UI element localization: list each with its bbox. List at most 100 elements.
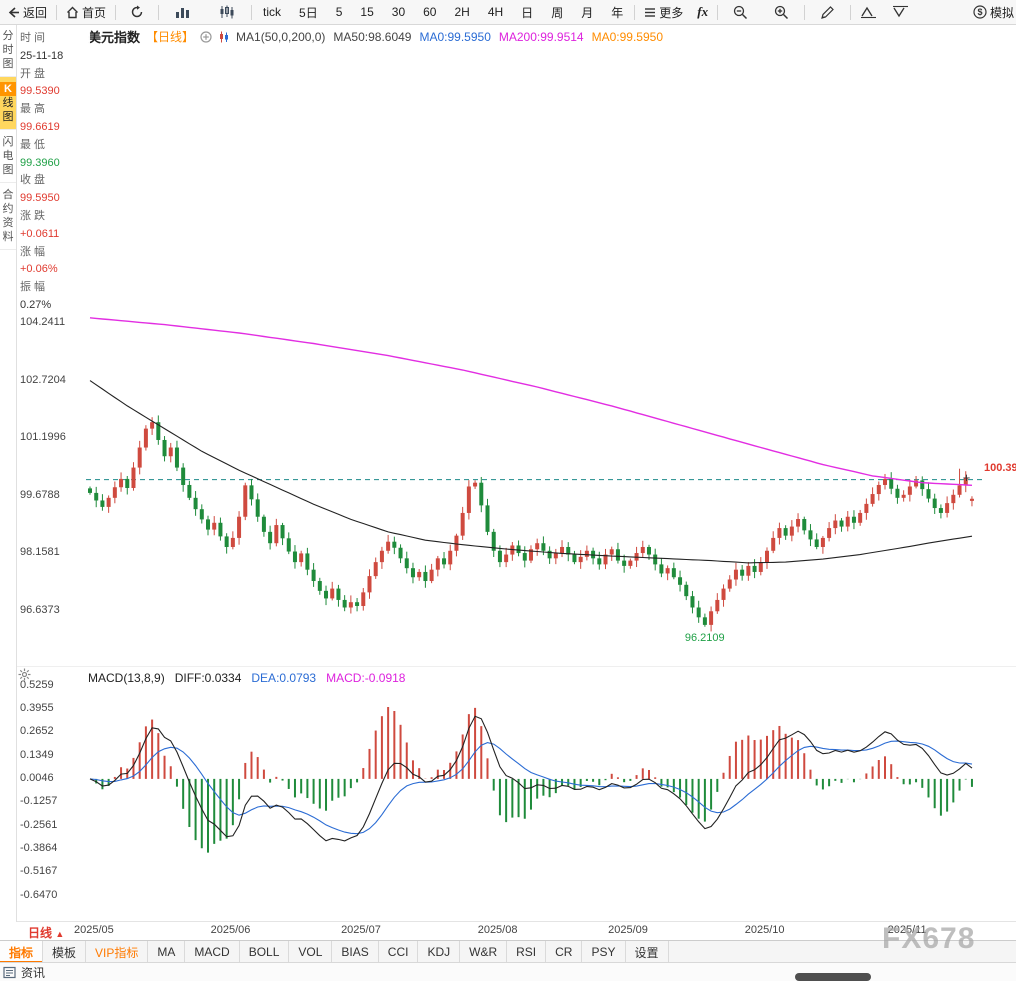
mini-candle-icon bbox=[220, 31, 229, 42]
indicator-tab-VIP指标[interactable]: VIP指标 bbox=[86, 941, 149, 963]
pencil-icon bbox=[821, 5, 834, 19]
x-axis-label: 2025/06 bbox=[210, 924, 251, 936]
refresh-button[interactable] bbox=[118, 0, 156, 24]
macd-axis-tick: 0.3955 bbox=[20, 702, 54, 715]
info-value: 99.6619 bbox=[20, 120, 60, 133]
bar-chart-view-button[interactable] bbox=[161, 0, 205, 24]
more-button[interactable]: 更多 bbox=[637, 0, 690, 24]
low-price-label: 96.2109 bbox=[684, 631, 725, 644]
indicator-tab-MACD[interactable]: MACD bbox=[185, 941, 240, 963]
period-button-tick[interactable]: tick bbox=[263, 5, 282, 19]
macd-chart-canvas[interactable] bbox=[16, 668, 1016, 922]
info-value: 0.27% bbox=[20, 298, 52, 311]
indicator-tab-W&R[interactable]: W&R bbox=[460, 941, 508, 963]
ma-readout-part: MA0:99.5950 bbox=[591, 29, 663, 44]
more-label: 更多 bbox=[659, 5, 684, 20]
formula-fx-button[interactable]: fx bbox=[690, 0, 715, 24]
home-icon bbox=[67, 6, 79, 18]
macd-axis-tick: 0.2652 bbox=[20, 725, 54, 738]
price-axis-tick: 101.1996 bbox=[20, 431, 66, 444]
scrollbar-thumb[interactable] bbox=[795, 973, 871, 981]
indicator-tab-PSY[interactable]: PSY bbox=[582, 941, 626, 963]
period-button-日[interactable]: 日 bbox=[521, 5, 534, 20]
period-button-月[interactable]: 月 bbox=[581, 5, 594, 20]
axis-divider bbox=[16, 921, 1016, 922]
price-axis-tick: 96.6373 bbox=[20, 603, 60, 616]
info-label: 开 盘 bbox=[20, 67, 46, 80]
zoom-in-icon bbox=[774, 5, 789, 19]
macd-readout-part: MACD(13,8,9) bbox=[88, 671, 165, 685]
indicator-tab-CCI[interactable]: CCI bbox=[379, 941, 419, 963]
period-button-60[interactable]: 60 bbox=[423, 5, 437, 19]
info-value: 99.3960 bbox=[20, 156, 60, 169]
bar-chart-icon bbox=[176, 8, 190, 18]
period-button-2H[interactable]: 2H bbox=[454, 5, 470, 19]
info-label: 振 幅 bbox=[20, 281, 46, 294]
period-button-15[interactable]: 15 bbox=[360, 5, 374, 19]
ma-readout-part: MA50:98.6049 bbox=[333, 29, 412, 44]
crosshair-marker: + bbox=[962, 469, 971, 485]
toolbar-divider bbox=[251, 4, 253, 20]
back-arrow-icon bbox=[8, 6, 19, 18]
macd-axis-tick: -0.5167 bbox=[20, 865, 58, 878]
toolbar: 返回 首页 bbox=[0, 0, 1016, 25]
diff-line bbox=[89, 715, 973, 842]
pattern-up-button[interactable] bbox=[853, 0, 885, 24]
simulate-trade-button[interactable]: $ 模拟 bbox=[966, 0, 1016, 24]
price-chart-canvas[interactable] bbox=[16, 24, 1016, 668]
macd-histogram-layer bbox=[95, 707, 973, 853]
x-axis-label: 2025/05 bbox=[74, 924, 114, 936]
indicator-tab-设置[interactable]: 设置 bbox=[626, 941, 669, 963]
period-flag-button[interactable]: 日线 ▲ bbox=[28, 924, 64, 941]
side-tab-闪电图[interactable]: 闪电图 bbox=[0, 130, 16, 183]
period-button-5日[interactable]: 5日 bbox=[299, 5, 318, 20]
toolbar-divider bbox=[115, 4, 117, 20]
info-value: 25-11-18 bbox=[20, 49, 64, 62]
period-button-周[interactable]: 周 bbox=[551, 5, 564, 20]
toolbar-divider bbox=[158, 4, 160, 20]
back-button[interactable]: 返回 bbox=[0, 0, 54, 24]
ma-readout-part: MA200:99.9514 bbox=[498, 29, 584, 44]
pattern-down-button[interactable] bbox=[885, 0, 917, 24]
quote-info-panel: 时 间 25-11-18 开 盘 99.5390 最 高 99.6619 最 低 99.396… bbox=[17, 30, 90, 315]
macd-axis-tick: -0.1257 bbox=[20, 795, 58, 808]
price-axis-tick: 104.2411 bbox=[20, 316, 66, 329]
zoom-out-button[interactable] bbox=[720, 0, 761, 24]
dollar-icon: $ bbox=[973, 5, 987, 19]
x-axis-label: 2025/08 bbox=[477, 924, 518, 936]
zoom-in-button[interactable] bbox=[761, 0, 802, 24]
indicator-tab-BOLL[interactable]: BOLL bbox=[240, 941, 290, 963]
indicator-tab-BIAS[interactable]: BIAS bbox=[332, 941, 379, 963]
period-button-30[interactable]: 30 bbox=[391, 5, 406, 19]
side-tab-合约资料[interactable]: 合约资料 bbox=[0, 183, 16, 250]
info-value: 99.5950 bbox=[20, 192, 60, 205]
indicator-tab-模板[interactable]: 模板 bbox=[43, 941, 87, 963]
side-tab-分时图[interactable]: 分时图 bbox=[0, 24, 16, 77]
fx-label: fx bbox=[697, 4, 709, 19]
dea-line bbox=[89, 740, 973, 835]
candlestick-view-button[interactable] bbox=[205, 0, 249, 24]
news-row[interactable]: 资讯 bbox=[0, 962, 1016, 981]
indicator-tab-CR[interactable]: CR bbox=[546, 941, 583, 963]
period-button-4H[interactable]: 4H bbox=[487, 5, 504, 19]
indicator-tab-RSI[interactable]: RSI bbox=[507, 941, 547, 963]
indicator-tab-VOL[interactable]: VOL bbox=[289, 941, 333, 963]
pattern-up-icon bbox=[861, 6, 877, 19]
info-label: 收 盘 bbox=[20, 174, 46, 187]
symbol-period[interactable]: 【日线】 bbox=[146, 30, 195, 44]
draw-button[interactable] bbox=[807, 0, 848, 24]
gear-icon bbox=[18, 668, 31, 681]
home-button[interactable]: 首页 bbox=[59, 0, 113, 24]
plus-circle-icon[interactable] bbox=[200, 30, 212, 43]
info-label: 涨 跌 bbox=[20, 209, 46, 222]
period-button-年[interactable]: 年 bbox=[611, 5, 624, 20]
indicator-tab-指标[interactable]: 指标 bbox=[0, 941, 44, 963]
macd-settings-button[interactable] bbox=[18, 668, 31, 686]
x-axis-label: 2025/07 bbox=[341, 924, 381, 936]
candles-layer bbox=[88, 415, 974, 632]
indicator-tab-MA[interactable]: MA bbox=[148, 941, 186, 963]
info-value: +0.0611 bbox=[20, 227, 60, 240]
period-button-5[interactable]: 5 bbox=[335, 5, 343, 19]
indicator-tab-KDJ[interactable]: KDJ bbox=[418, 941, 461, 963]
